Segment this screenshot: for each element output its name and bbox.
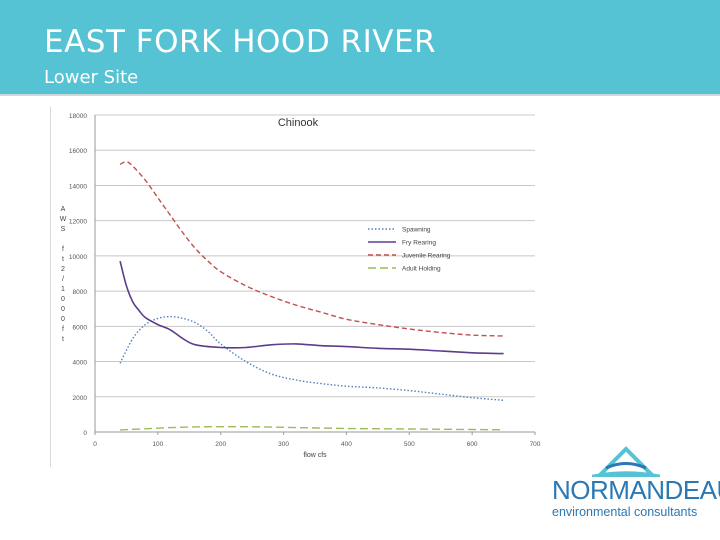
x-tick-label: 200 <box>215 441 226 448</box>
y-axis-label-glyph: S <box>61 226 66 233</box>
chinook-line-chart: 0200040006000800010000120001400016000180… <box>60 113 541 459</box>
legend-label-juvenile-rearing: Juvenile Rearing <box>402 253 451 260</box>
slide-subtitle: Lower Site <box>44 67 139 88</box>
series-line-adult-holding <box>120 425 504 431</box>
x-tick-label: 0 <box>93 441 97 448</box>
y-axis-label-glyph: f <box>62 326 64 333</box>
slide-header: EAST FORK HOOD RIVER Lower Site <box>0 0 720 96</box>
x-tick-label: 500 <box>404 441 415 448</box>
legend-label-fry-rearing: Fry Rearing <box>402 240 436 247</box>
logo-wordmark: NORMANDEAU <box>552 475 720 505</box>
y-axis-label-glyph: 0 <box>61 306 65 313</box>
logo-mark-icon <box>591 446 661 478</box>
logo-tagline: environmental consultants <box>552 505 698 519</box>
y-axis-label-glyph: 1 <box>61 286 65 293</box>
y-tick-label: 10000 <box>69 254 87 261</box>
y-axis-label-glyph: 2 <box>61 266 65 273</box>
y-tick-label: 12000 <box>69 219 87 226</box>
series-line-fry-rearing <box>119 260 504 355</box>
y-axis-label-glyph: / <box>62 276 64 283</box>
chart-title: Chinook <box>278 117 319 129</box>
x-tick-label: 100 <box>152 441 163 448</box>
y-axis-label-glyph: 0 <box>61 316 65 323</box>
normandeau-logo: NORMANDEAU environmental consultants <box>548 443 720 533</box>
y-axis-label-glyph: A <box>61 206 66 213</box>
slide-title: EAST FORK HOOD RIVER <box>44 24 437 60</box>
x-tick-label: 300 <box>278 441 289 448</box>
chart-area: 0 2000 4000 6000 8000 10000 12000 14000 16000 180… <box>50 107 545 467</box>
series-line-juvenile-rearing <box>119 160 504 337</box>
y-tick-label: 0 <box>83 430 87 437</box>
y-axis-label-glyph: t <box>62 336 64 343</box>
y-tick-label: 2000 <box>73 395 88 402</box>
y-axis-label-glyph: W <box>60 216 67 223</box>
y-axis-label-glyph: t <box>62 256 64 263</box>
y-tick-label: 18000 <box>69 113 87 120</box>
y-tick-label: 16000 <box>69 148 87 155</box>
x-tick-label: 600 <box>467 441 478 448</box>
y-tick-label: 14000 <box>69 183 87 190</box>
y-tick-label: 4000 <box>73 360 88 367</box>
x-tick-label: 700 <box>530 441 541 448</box>
y-tick-label: 6000 <box>73 324 88 331</box>
y-axis-label-glyph: 0 <box>61 296 65 303</box>
series-line-spawning <box>119 315 504 401</box>
x-tick-label: 400 <box>341 441 352 448</box>
legend-label-adult-holding: Adult Holding <box>402 266 441 273</box>
y-axis-label-glyph: f <box>62 246 64 253</box>
y-tick-label: 8000 <box>73 289 88 296</box>
x-axis-label: flow cfs <box>303 452 327 459</box>
legend-label-spawning: Spawning <box>402 227 431 234</box>
